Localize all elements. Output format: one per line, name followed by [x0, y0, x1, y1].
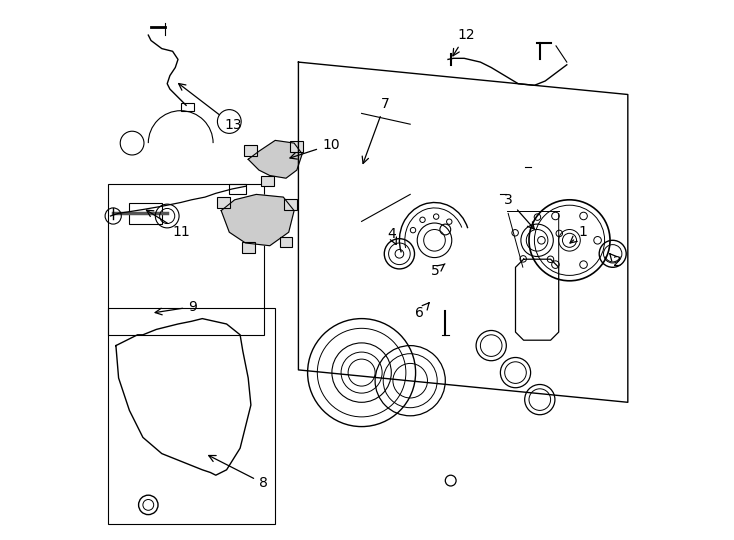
Polygon shape: [248, 140, 302, 178]
Bar: [108, 308, 275, 524]
Text: 6: 6: [415, 302, 429, 320]
Text: 12: 12: [453, 28, 475, 56]
Bar: [129, 202, 161, 224]
Polygon shape: [284, 199, 297, 210]
Text: 11: 11: [147, 210, 191, 239]
Text: 2: 2: [610, 253, 622, 269]
Text: 10: 10: [290, 138, 340, 159]
Bar: [181, 103, 195, 111]
Polygon shape: [261, 176, 274, 186]
Polygon shape: [280, 237, 292, 247]
Bar: [108, 184, 264, 335]
Text: 9: 9: [155, 300, 197, 315]
Text: 1: 1: [570, 225, 587, 243]
Text: 7: 7: [362, 97, 389, 164]
Bar: [229, 184, 245, 194]
Polygon shape: [241, 242, 255, 253]
Text: 13: 13: [178, 84, 242, 132]
Polygon shape: [221, 194, 294, 246]
Text: 5: 5: [431, 264, 445, 278]
Text: 4: 4: [387, 227, 396, 245]
Text: 3: 3: [504, 193, 534, 229]
Polygon shape: [291, 141, 303, 152]
Polygon shape: [244, 145, 258, 156]
Text: 8: 8: [208, 456, 268, 490]
Polygon shape: [217, 197, 230, 208]
